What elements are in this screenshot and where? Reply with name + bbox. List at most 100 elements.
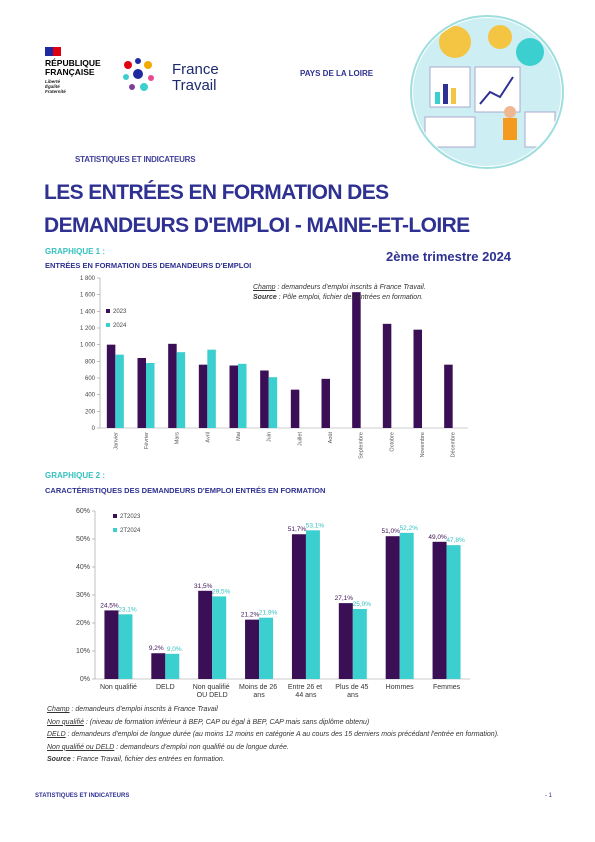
value-label: 53,1% — [306, 522, 325, 529]
bar — [212, 596, 227, 679]
value-label: 23,1% — [118, 606, 137, 613]
bar — [352, 609, 367, 679]
note-text: : (niveau de formation inférieur à BEP, … — [83, 718, 370, 726]
chart: 0 200 400 600 800 1 000 1 200 1 400 1 600 1 800 Ja… — [80, 276, 468, 459]
bar — [413, 329, 422, 428]
bar — [238, 363, 247, 428]
value-label: 27,1% — [335, 595, 354, 602]
note-text: : France Travail, fichier des entrées en… — [70, 756, 225, 763]
value-label: 9,2% — [149, 645, 164, 652]
value-label: 24,5% — [100, 602, 119, 609]
bar — [352, 292, 361, 428]
value-label: 25,0% — [353, 601, 372, 608]
note-label: DELD — [47, 731, 66, 738]
legend-label: 2024 — [113, 323, 127, 329]
bar — [207, 349, 216, 428]
x-tick-label: Décembre — [451, 432, 457, 457]
y-tick-label: 800 — [85, 359, 96, 365]
bar — [290, 389, 300, 428]
x-tick-label: Novembre — [420, 432, 426, 457]
footer-section: STATISTIQUES ET INDICATEURS — [35, 793, 130, 799]
bar — [137, 358, 146, 428]
x-tick-label: Juillet — [297, 432, 303, 447]
y-tick-label: 20% — [76, 620, 90, 627]
value-label: 52,2% — [399, 525, 418, 532]
legend-label: 2T2023 — [120, 514, 141, 520]
note-label: Source — [47, 756, 71, 763]
note-label: Non qualifié ou DELD — [47, 743, 115, 751]
bar — [291, 534, 306, 679]
y-tick-label: 1 400 — [80, 309, 96, 315]
y-tick-label: 30% — [76, 592, 90, 599]
republic-line: RÉPUBLIQUE — [45, 58, 101, 68]
chart-label: GRAPHIQUE 2 : — [45, 471, 106, 480]
bar — [168, 343, 177, 428]
note: Champ : demandeurs d'emploi inscrits à F… — [47, 705, 507, 716]
bar — [198, 590, 213, 679]
x-tick-label: Non qualifié OU DELD — [193, 684, 232, 699]
bar — [268, 377, 278, 428]
value-label: 21,2% — [241, 612, 260, 619]
bar — [118, 614, 133, 679]
legend-label: 2023 — [113, 309, 127, 315]
bar — [176, 352, 186, 428]
x-tick-label: Mai — [236, 432, 242, 441]
motto-line: Liberté — [45, 79, 61, 84]
bar — [165, 653, 180, 679]
value-label: 31,5% — [194, 583, 213, 590]
bar — [104, 610, 119, 679]
document-title: LES ENTRÉES EN FORMATION DES DEMANDEURS … — [44, 176, 470, 242]
note-text: : demandeurs d'emploi de longue durée (a… — [65, 731, 499, 738]
note-text: : demandeurs d'emploi inscrits à France … — [275, 284, 426, 291]
brand-line: Travail — [172, 77, 217, 94]
legend-swatch — [113, 528, 117, 532]
note: Source : France Travail, fichier des ent… — [47, 755, 507, 766]
note-text: : demandeurs d'emploi non qualifié ou de… — [114, 743, 289, 751]
value-label: 51,0% — [381, 528, 400, 535]
x-tick-label: DELD — [156, 684, 175, 691]
legend-swatch — [106, 309, 110, 313]
notes: Champ : demandeurs d'emploi inscrits à F… — [47, 705, 507, 768]
y-tick-label: 1 600 — [80, 293, 96, 299]
brand-dots — [123, 58, 154, 91]
x-tick-label: Non qualifié — [100, 684, 137, 691]
y-tick-label: 1 200 — [80, 326, 96, 332]
bar — [321, 378, 330, 428]
bar — [399, 532, 414, 679]
x-tick-label: Hommes — [386, 684, 415, 691]
page-number: - 1 — [545, 793, 553, 799]
bar — [106, 344, 116, 428]
bar — [146, 363, 155, 428]
note-text: : demandeurs d'emploi inscrits à France … — [69, 706, 218, 713]
y-tick-label: 600 — [85, 376, 96, 382]
republic-line: FRANÇAISE — [45, 67, 95, 77]
x-tick-label: Février — [144, 432, 150, 449]
bar — [385, 536, 400, 679]
legend-label: 2T2024 — [120, 528, 141, 534]
y-tick-label: 200 — [85, 409, 96, 415]
value-label: 51,7% — [288, 526, 307, 533]
chart-notes: Champ : demandeurs d'emploi inscrits à F… — [253, 283, 426, 303]
note: Source : Pôle emploi, fichier des entrée… — [253, 293, 426, 303]
y-tick-label: 50% — [76, 536, 90, 543]
bar — [382, 323, 392, 428]
motto-line: Égalité — [45, 84, 60, 89]
period: 2ème trimestre 2024 — [386, 249, 512, 264]
republic-name: RÉPUBLIQUE FRANÇAISE — [45, 59, 101, 77]
y-tick-label: 1 800 — [80, 276, 96, 282]
note: Non qualifié : (niveau de formation infé… — [47, 718, 507, 729]
note-text: : Pôle emploi, fichier des entrées en fo… — [276, 294, 424, 301]
x-tick-label: Mars — [175, 432, 181, 444]
value-label: 9,0% — [167, 646, 182, 653]
brand-line: France — [172, 61, 219, 78]
brand-name: France Travail — [172, 62, 219, 94]
x-tick-label: Moins de 26 ans — [239, 684, 279, 699]
value-label: 29,5% — [212, 588, 231, 595]
bar — [444, 364, 453, 428]
illustration — [410, 15, 564, 169]
motto: Liberté Égalité Fraternité — [45, 79, 66, 94]
y-tick-label: 1 000 — [80, 343, 96, 349]
legend-swatch — [106, 323, 110, 327]
y-tick-label: 0% — [80, 676, 90, 683]
